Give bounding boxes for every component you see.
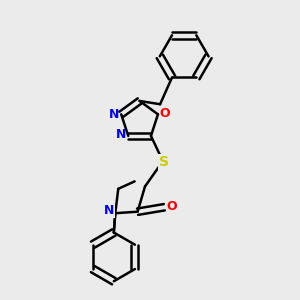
- Text: N: N: [103, 204, 114, 217]
- Text: N: N: [116, 128, 126, 141]
- Text: O: O: [160, 107, 170, 120]
- Text: S: S: [159, 155, 169, 169]
- Text: O: O: [167, 200, 177, 213]
- Text: N: N: [109, 108, 119, 122]
